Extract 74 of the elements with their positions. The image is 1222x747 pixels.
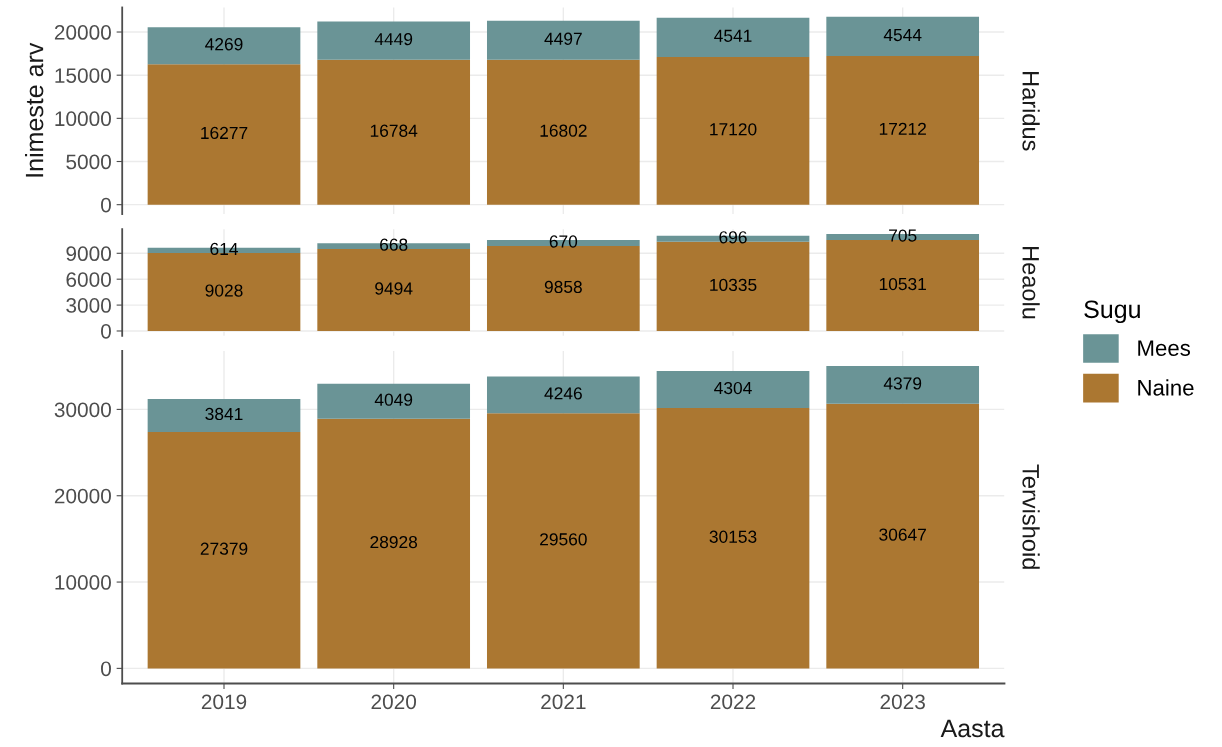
text: Heaolu bbox=[1022, 247, 1040, 319]
data-label: 10531 bbox=[879, 277, 926, 291]
bar bbox=[147, 398, 301, 433]
y-tick-label: 9000 bbox=[66, 246, 111, 262]
data-label: 17120 bbox=[710, 123, 757, 136]
bar bbox=[826, 240, 980, 331]
legend-title: Sugu bbox=[1084, 300, 1140, 324]
y-axis-title: Inimeste arv bbox=[25, 42, 44, 177]
y-tick-label: 0 bbox=[101, 197, 111, 213]
y-tick-label: 10000 bbox=[55, 111, 111, 127]
bar bbox=[317, 383, 471, 419]
data-label: 30647 bbox=[879, 528, 926, 541]
bar bbox=[656, 17, 810, 57]
bar bbox=[486, 413, 640, 669]
x-tick-label: 2021 bbox=[541, 694, 586, 710]
legend-label: Naine bbox=[1138, 379, 1194, 396]
bar bbox=[656, 408, 810, 669]
data-label: 17212 bbox=[879, 122, 926, 135]
bar bbox=[486, 376, 640, 414]
bar bbox=[826, 16, 980, 57]
bar bbox=[147, 64, 301, 205]
data-label: 9028 bbox=[205, 284, 243, 297]
data-label: 4304 bbox=[714, 381, 752, 395]
bar bbox=[317, 21, 471, 60]
data-label: 4541 bbox=[714, 29, 752, 42]
data-label: 4379 bbox=[883, 377, 922, 390]
bar bbox=[656, 56, 810, 205]
data-label: 9494 bbox=[375, 282, 413, 295]
text: Haridus bbox=[1022, 72, 1040, 151]
x-tick-label: 2022 bbox=[710, 694, 756, 710]
bar bbox=[147, 27, 301, 65]
bar bbox=[317, 418, 471, 669]
bar bbox=[147, 253, 301, 331]
x-tick-label: 2019 bbox=[201, 694, 247, 710]
bar bbox=[826, 56, 980, 205]
bar bbox=[486, 20, 640, 60]
data-label: 28928 bbox=[370, 535, 418, 549]
bar bbox=[826, 366, 980, 404]
y-tick-label: 30000 bbox=[54, 402, 111, 418]
y-tick-label: 15000 bbox=[55, 68, 111, 83]
x-tick-label: 2020 bbox=[371, 694, 417, 710]
data-label: 9858 bbox=[544, 280, 582, 294]
x-axis-title: Aasta bbox=[940, 719, 1005, 738]
text: Tervishoid bbox=[1022, 464, 1040, 569]
y-tick-label: 0 bbox=[101, 661, 111, 677]
data-label: 16784 bbox=[370, 124, 418, 137]
y-tick-label: 5000 bbox=[66, 154, 111, 170]
data-label: 27379 bbox=[200, 542, 248, 555]
data-label: 4544 bbox=[883, 29, 922, 42]
bar bbox=[656, 370, 810, 409]
y-tick-label: 20000 bbox=[54, 488, 111, 504]
data-label: 4049 bbox=[374, 393, 413, 406]
y-tick-label: 3000 bbox=[66, 298, 111, 313]
data-label: 3841 bbox=[205, 407, 243, 421]
data-label: 16277 bbox=[201, 126, 248, 140]
y-tick-label: 20000 bbox=[54, 25, 111, 40]
data-label: 30153 bbox=[709, 530, 757, 543]
data-label: 16802 bbox=[540, 124, 587, 137]
bar bbox=[317, 249, 471, 331]
bar bbox=[147, 432, 301, 669]
data-label: 4269 bbox=[205, 38, 243, 51]
bar bbox=[486, 59, 640, 205]
data-label: 4449 bbox=[374, 32, 413, 46]
data-label: 10335 bbox=[710, 278, 757, 292]
y-tick-label: 10000 bbox=[55, 575, 111, 590]
x-tick-label: 2023 bbox=[880, 694, 925, 710]
data-label: 4246 bbox=[544, 387, 582, 400]
bar bbox=[317, 59, 471, 205]
y-tick-label: 0 bbox=[101, 323, 111, 339]
data-label: 4497 bbox=[544, 32, 582, 45]
bar bbox=[826, 403, 980, 669]
data-label: 29560 bbox=[540, 533, 587, 546]
legend-label: Mees bbox=[1138, 340, 1191, 356]
y-tick-label: 6000 bbox=[66, 272, 111, 287]
